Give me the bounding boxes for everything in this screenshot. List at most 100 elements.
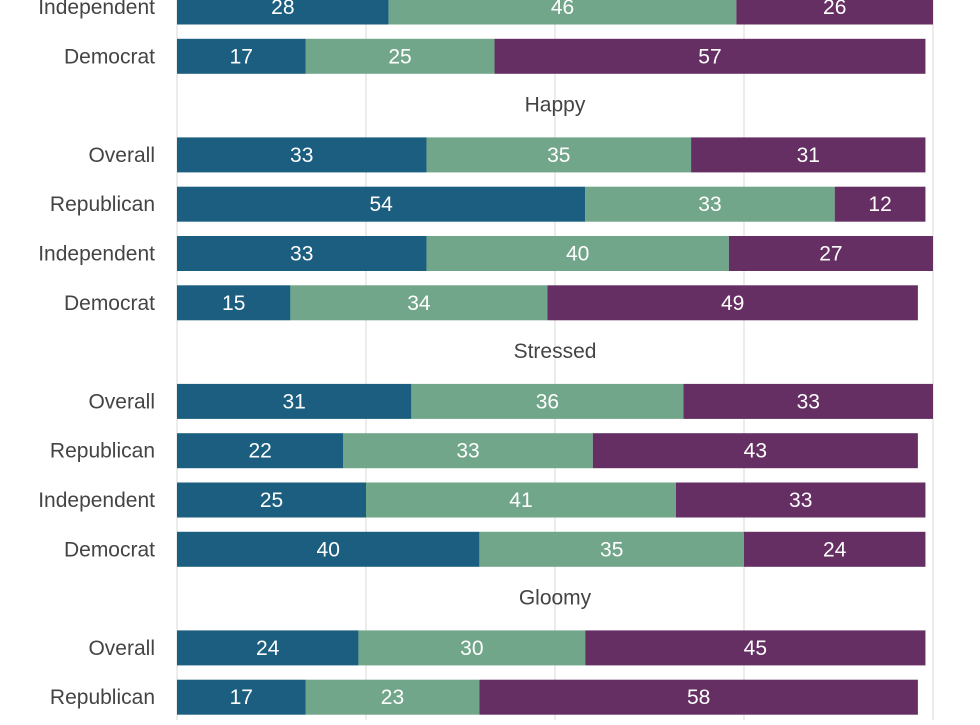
- bar-segment: [691, 137, 926, 173]
- segment-value-label: 17: [230, 45, 253, 68]
- bar-row: Democrat 15 34 49: [64, 285, 918, 321]
- row-label: Overall: [88, 390, 155, 413]
- segment-value-label: 15: [222, 292, 245, 315]
- segment-value-label: 23: [381, 686, 404, 709]
- gridlines: [176, 0, 934, 720]
- segment-value-label: 40: [317, 538, 340, 561]
- bar-segment: [683, 383, 933, 419]
- row-label: Democrat: [64, 45, 155, 68]
- segment-value-label: 31: [283, 390, 306, 413]
- bar-row: Independent 33 40 27: [38, 236, 933, 271]
- segment-value-label: 33: [698, 193, 721, 216]
- segment-value-label: 25: [260, 489, 283, 512]
- bar-segment: [177, 679, 306, 715]
- segment-value-label: 25: [388, 45, 411, 68]
- row-label: Democrat: [64, 292, 155, 315]
- row-label: Republican: [50, 193, 155, 216]
- bar-segment: [592, 433, 918, 469]
- bar-segment: [177, 630, 359, 666]
- segment-value-label: 34: [407, 292, 431, 315]
- segment-value-label: 45: [744, 637, 767, 660]
- segment-value-label: 30: [460, 637, 483, 660]
- bar-row: Overall 33 35 31: [88, 137, 926, 173]
- bar-segment: [177, 383, 412, 419]
- segment-value-label: 43: [744, 440, 767, 463]
- segment-value-label: 40: [566, 243, 589, 266]
- group-title: Gloomy: [519, 587, 592, 610]
- bar-segment: [834, 186, 926, 222]
- bar-segment: [177, 285, 291, 321]
- bar-segment: [177, 186, 586, 222]
- segment-value-label: 35: [547, 144, 570, 167]
- bar-segment: [547, 285, 918, 321]
- bar-row: Overall 31 36 33: [88, 383, 933, 419]
- segment-value-label: 54: [369, 193, 393, 216]
- segment-value-label: 33: [290, 243, 313, 266]
- segment-value-label: 26: [823, 0, 846, 19]
- segment-value-label: 49: [721, 292, 744, 315]
- row-label: Overall: [88, 637, 155, 660]
- bar-row: Republican 22 33 43: [50, 433, 918, 469]
- bar-segment: [479, 679, 918, 715]
- bar-segment: [177, 482, 366, 518]
- bar-segment: [343, 433, 593, 469]
- segment-value-label: 33: [789, 489, 812, 512]
- segment-value-label: 22: [248, 440, 271, 463]
- segment-value-label: 41: [509, 489, 532, 512]
- bar-segment: [494, 38, 926, 74]
- bar-segment: [388, 0, 737, 25]
- row-label: Overall: [88, 144, 155, 167]
- segment-value-label: 33: [290, 144, 313, 167]
- group-title: Stressed: [514, 340, 597, 363]
- bar-segment: [177, 433, 344, 469]
- segment-value-label: 46: [551, 0, 574, 19]
- bar-row: Republican 54 33 12: [50, 186, 926, 222]
- bar-segment: [744, 531, 926, 567]
- segment-value-label: 31: [797, 144, 820, 167]
- bar-segment: [358, 630, 586, 666]
- segment-value-label: 27: [819, 243, 842, 266]
- bar-segment: [177, 0, 389, 25]
- bar-segment: [177, 137, 427, 173]
- row-label: Independent: [38, 0, 155, 19]
- row-label: Independent: [38, 243, 155, 266]
- segment-value-label: 24: [256, 637, 280, 660]
- bar-segment: [426, 236, 729, 271]
- bar-segment: [426, 137, 692, 173]
- segment-value-label: 33: [797, 390, 820, 413]
- bar-segment: [177, 531, 480, 567]
- bar-row: Republican 17 23 58: [50, 679, 918, 715]
- segment-value-label: 12: [868, 193, 891, 216]
- bar-segment: [305, 679, 480, 715]
- bar-row: Democrat 40 35 24: [64, 531, 926, 567]
- segment-value-label: 33: [456, 440, 479, 463]
- segment-value-label: 28: [271, 0, 294, 19]
- row-label: Republican: [50, 686, 155, 709]
- segment-value-label: 17: [230, 686, 253, 709]
- bar-row: Independent 25 41 33: [38, 482, 926, 518]
- bar-segment: [366, 482, 676, 518]
- bar-segment: [177, 38, 306, 74]
- bar-segment: [736, 0, 933, 25]
- bar-segment: [585, 630, 926, 666]
- bar-row: Independent 28 46 26: [38, 0, 933, 25]
- bar-row: Democrat 17 25 57: [64, 38, 926, 74]
- segment-value-label: 36: [536, 390, 559, 413]
- bar-segment: [411, 383, 684, 419]
- row-label: Republican: [50, 440, 155, 463]
- bar-segment: [305, 38, 495, 74]
- bar-segment: [177, 236, 427, 271]
- segment-value-label: 35: [600, 538, 623, 561]
- segment-value-label: 24: [823, 538, 847, 561]
- bar-segment: [290, 285, 548, 321]
- row-label: Democrat: [64, 538, 155, 561]
- bar-segment: [728, 236, 933, 271]
- row-label: Independent: [38, 489, 155, 512]
- bar-segment: [585, 186, 835, 222]
- bars: Independent 28 46 26 Democrat 17 25 57 Happy Over…: [38, 0, 933, 715]
- segment-value-label: 58: [687, 686, 710, 709]
- group-title: Happy: [525, 94, 586, 117]
- bar-segment: [675, 482, 926, 518]
